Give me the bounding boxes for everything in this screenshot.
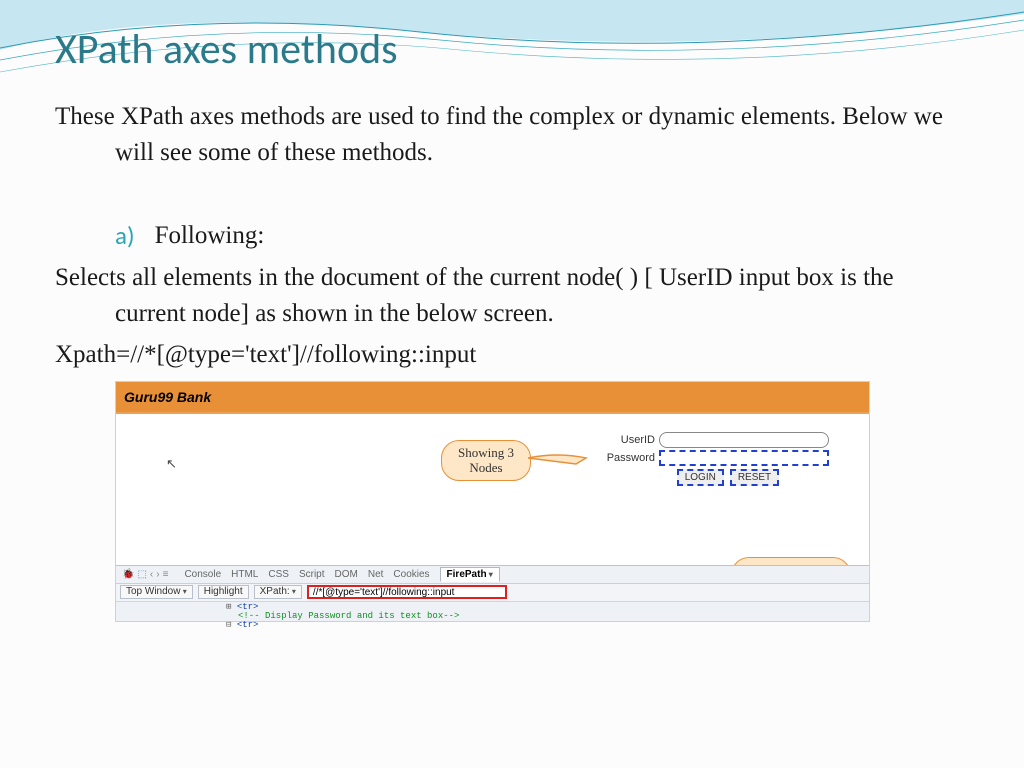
callout-nodes: Showing 3 Nodes: [441, 440, 531, 481]
xpath-input[interactable]: //*[@type='text']//following::input: [307, 585, 507, 599]
xpath-expression: Xpath=//*[@type='text']//following::inpu…: [55, 337, 969, 373]
tab-cookies[interactable]: Cookies: [393, 569, 429, 580]
list-marker: a): [115, 218, 135, 254]
devtools-code: ⊞ <tr> <!-- Display Password and its tex…: [116, 602, 869, 630]
tab-net[interactable]: Net: [368, 569, 384, 580]
tab-firepath[interactable]: FirePath: [440, 567, 500, 582]
guru-header: Guru99 Bank: [116, 382, 869, 412]
devtools-toolbar: Top Window Highlight XPath: //*[@type='t…: [116, 584, 869, 602]
list-item-following: a) Following:: [55, 218, 969, 254]
nav-right-icon[interactable]: ›: [156, 569, 159, 580]
screenshot-container: Guru99 Bank ↖ UserID Password LOGIN RESE…: [115, 381, 870, 622]
nav-left-icon[interactable]: ‹: [150, 569, 153, 580]
tab-script[interactable]: Script: [299, 569, 325, 580]
tab-console[interactable]: Console: [184, 569, 221, 580]
code-comment: <!-- Display Password and its text box--…: [226, 612, 869, 621]
header-strip: [116, 410, 869, 414]
devtools-panel: 🐞 ⬚ ‹ › ≡ Console HTML CSS Script DOM Ne…: [116, 565, 869, 621]
highlight-button[interactable]: Highlight: [198, 585, 249, 599]
para-following-desc: Selects all elements in the document of …: [55, 260, 969, 333]
xpath-dropdown[interactable]: XPath:: [254, 585, 302, 599]
devtools-icons: 🐞 ⬚ ‹ › ≡: [122, 569, 168, 580]
code-tr2: <tr>: [237, 620, 259, 630]
login-button[interactable]: LOGIN: [677, 469, 724, 486]
list-label: Following:: [155, 218, 265, 254]
login-form: UserID Password LOGIN RESET: [607, 432, 829, 486]
callout-tail-icon: [528, 452, 588, 470]
tab-css[interactable]: CSS: [268, 569, 289, 580]
reset-button[interactable]: RESET: [730, 469, 779, 486]
password-input[interactable]: [659, 450, 829, 466]
userid-input[interactable]: [659, 432, 829, 448]
menu-icon[interactable]: ≡: [163, 569, 169, 580]
top-window-dropdown[interactable]: Top Window: [120, 585, 193, 599]
userid-label: UserID: [621, 434, 655, 446]
guru-bank-title: Guru99 Bank: [124, 389, 211, 405]
inspect-icon[interactable]: ⬚: [137, 569, 146, 580]
cursor-icon: ↖: [166, 456, 177, 472]
devtools-tabs: 🐞 ⬚ ‹ › ≡ Console HTML CSS Script DOM Ne…: [116, 566, 869, 584]
intro-wrap: [55, 176, 969, 212]
intro-text: These XPath axes methods are used to fin…: [55, 99, 969, 172]
tab-html[interactable]: HTML: [231, 569, 258, 580]
tab-dom[interactable]: DOM: [335, 569, 358, 580]
bug-icon[interactable]: 🐞: [122, 569, 134, 580]
slide-title: XPath axes methods: [55, 24, 969, 75]
password-label: Password: [607, 452, 655, 464]
